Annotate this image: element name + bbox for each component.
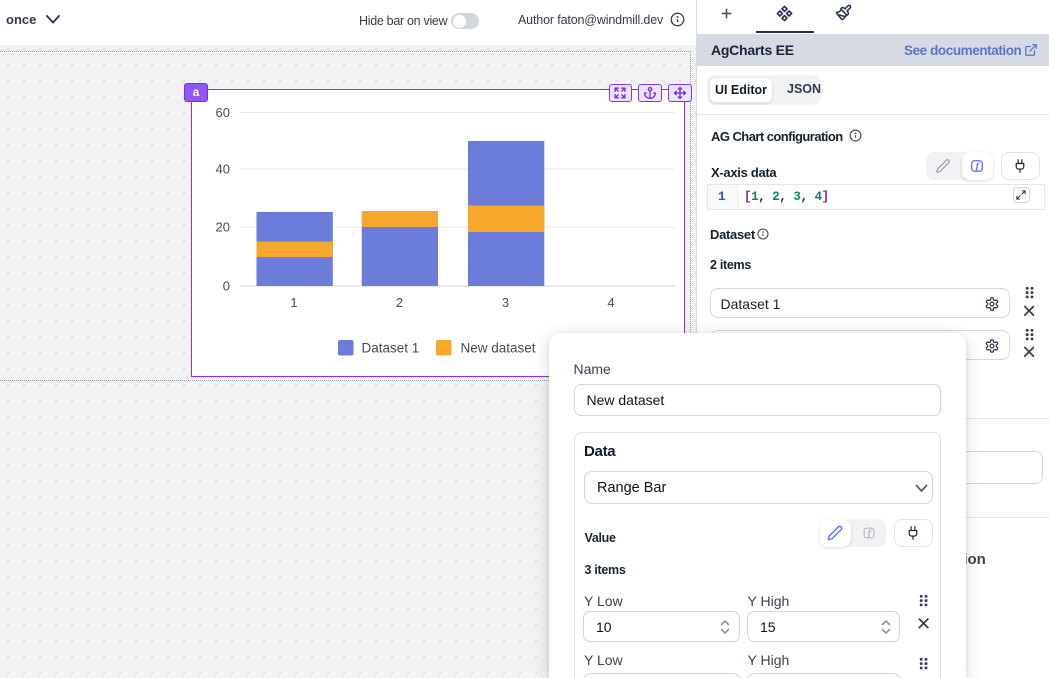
svg-text:0: 0: [223, 279, 230, 294]
svg-text:4: 4: [607, 295, 614, 310]
svg-text:3: 3: [502, 295, 509, 310]
svg-text:2: 2: [396, 295, 403, 310]
svg-text:f: f: [867, 528, 871, 538]
svg-text:f: f: [976, 161, 981, 172]
svg-text:Dataset 1: Dataset 1: [362, 341, 420, 356]
svg-text:New dataset: New dataset: [461, 341, 536, 356]
svg-text:1: 1: [290, 295, 297, 310]
svg-text:60: 60: [216, 105, 230, 120]
svg-text:20: 20: [216, 220, 230, 235]
svg-text:40: 40: [216, 162, 230, 177]
